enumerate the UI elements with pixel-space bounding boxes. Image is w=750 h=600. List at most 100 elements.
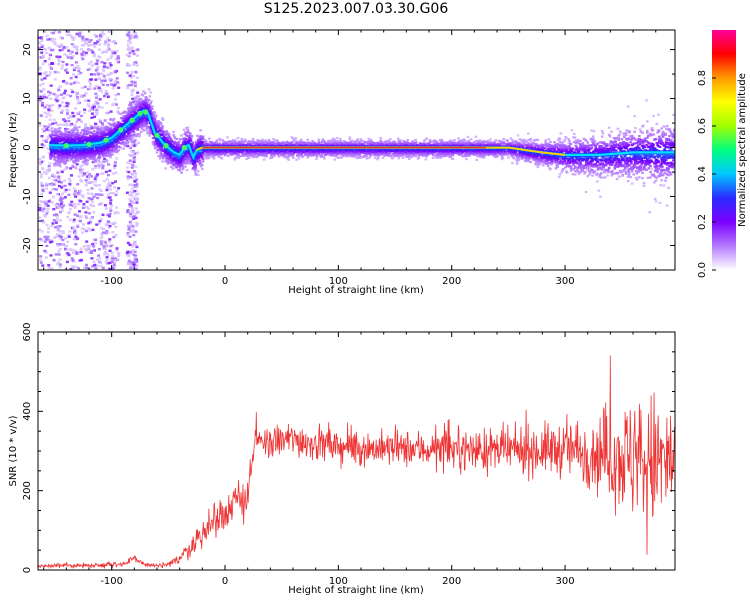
noise-speck (46, 137, 50, 140)
noise-speck (67, 102, 70, 105)
noise-speck (54, 235, 58, 238)
spectral-cell (112, 145, 116, 148)
noise-speck (127, 210, 131, 213)
noise-speck (50, 37, 54, 40)
noise-speck (73, 67, 77, 70)
noise-speck (75, 163, 79, 166)
noise-speck (84, 91, 88, 95)
noise-speck (99, 162, 103, 166)
noise-speck (58, 230, 62, 233)
noise-speck (128, 48, 132, 51)
noise-speck (48, 105, 52, 109)
spectral-cell (242, 154, 246, 157)
spectral-cell (153, 118, 156, 121)
noise-speck (87, 251, 91, 254)
noise-speck (99, 242, 103, 246)
spectral-cell (157, 155, 160, 158)
spectral-cell (75, 136, 79, 139)
spectral-cell (119, 146, 122, 149)
noise-speck (109, 244, 113, 248)
noise-speck (102, 160, 106, 163)
noise-speck (38, 47, 42, 50)
spectral-cell (123, 114, 127, 118)
spectral-cell (253, 151, 256, 155)
noise-speck (42, 207, 46, 210)
spectral-cell (132, 130, 136, 133)
spectral-cell (86, 159, 90, 162)
noise-speck (85, 266, 89, 270)
noise-speck (130, 83, 134, 87)
noise-speck (106, 58, 110, 61)
noise-speck (130, 93, 134, 97)
spectral-cell (88, 138, 91, 141)
noise-speck (40, 51, 44, 54)
noise-speck (113, 221, 117, 224)
noise-speck (52, 183, 56, 186)
spectral-cell (180, 138, 183, 141)
spectral-cell (185, 137, 188, 140)
noise-speck (64, 268, 67, 270)
noise-speck (112, 166, 116, 170)
noise-speck (52, 92, 56, 96)
noise-speck (67, 156, 71, 159)
spectral-cell (62, 160, 66, 163)
noise-speck (114, 210, 118, 214)
noise-speck (107, 181, 111, 184)
noise-speck (83, 85, 87, 89)
noise-speck (81, 57, 85, 61)
spectral-cell (194, 172, 198, 175)
noise-speck (114, 225, 118, 228)
noise-speck (95, 94, 99, 97)
spectral-cell (237, 153, 240, 156)
noise-speck (40, 193, 44, 196)
noise-speck (109, 56, 113, 60)
noise-speck (84, 179, 88, 182)
noise-speck (57, 62, 60, 66)
noise-speck (103, 119, 107, 122)
noise-speck (99, 90, 103, 93)
noise-speck (43, 235, 47, 239)
spectral-cell (82, 148, 86, 151)
spectral-cell (196, 142, 200, 145)
noise-speck (133, 256, 137, 259)
noise-speck (115, 80, 119, 84)
noise-speck (39, 163, 43, 166)
noise-speck (47, 74, 51, 77)
spectral-cell (256, 155, 259, 158)
noise-speck (105, 160, 109, 164)
spectral-cell (106, 133, 110, 136)
noise-speck (51, 195, 55, 199)
noise-speck (127, 39, 131, 42)
spectral-cell (63, 133, 67, 136)
spectral-cell (139, 100, 143, 103)
noise-speck (76, 102, 80, 105)
noise-speck (47, 108, 51, 112)
noise-speck (133, 81, 137, 84)
spectral-cell (155, 121, 159, 124)
spectral-cell (112, 141, 115, 144)
noise-speck (46, 210, 50, 213)
spectral-cell (58, 132, 62, 135)
spectral-cell (240, 140, 244, 143)
noise-speck (112, 50, 116, 54)
noise-speck (103, 43, 107, 46)
noise-speck (43, 125, 47, 128)
spectral-cell (79, 131, 83, 134)
spectral-cell (167, 134, 171, 137)
spectral-cell (176, 165, 179, 168)
spectral-cell (221, 139, 225, 142)
noise-speck (68, 33, 72, 37)
spectral-cell (70, 132, 73, 135)
spectral-cell (215, 141, 218, 144)
spectral-cell (75, 141, 79, 144)
spectral-cell (208, 137, 211, 140)
noise-speck (92, 105, 96, 108)
spectral-cell (57, 152, 60, 155)
spectral-cell (161, 126, 164, 129)
noise-speck (95, 35, 99, 38)
noise-speck (91, 43, 95, 47)
spectral-cell (129, 109, 133, 112)
spectral-cell (50, 127, 54, 130)
spectral-cell (139, 98, 143, 101)
